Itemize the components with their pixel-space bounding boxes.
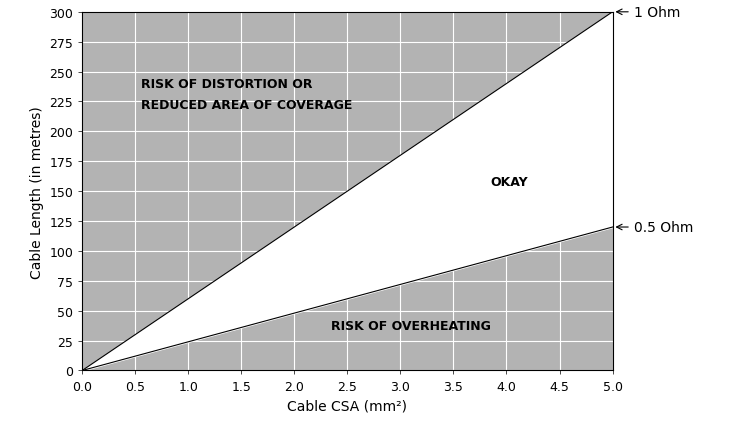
X-axis label: Cable CSA (mm²): Cable CSA (mm²) bbox=[288, 398, 407, 412]
Y-axis label: Cable Length (in metres): Cable Length (in metres) bbox=[30, 106, 44, 278]
Text: RISK OF OVERHEATING: RISK OF OVERHEATING bbox=[331, 319, 491, 332]
Text: REDUCED AREA OF COVERAGE: REDUCED AREA OF COVERAGE bbox=[140, 99, 352, 112]
Text: OKAY: OKAY bbox=[491, 176, 528, 189]
Text: 0.5 Ohm: 0.5 Ohm bbox=[616, 221, 693, 234]
Text: 1 Ohm: 1 Ohm bbox=[616, 6, 680, 20]
Text: RISK OF DISTORTION OR: RISK OF DISTORTION OR bbox=[140, 78, 312, 90]
